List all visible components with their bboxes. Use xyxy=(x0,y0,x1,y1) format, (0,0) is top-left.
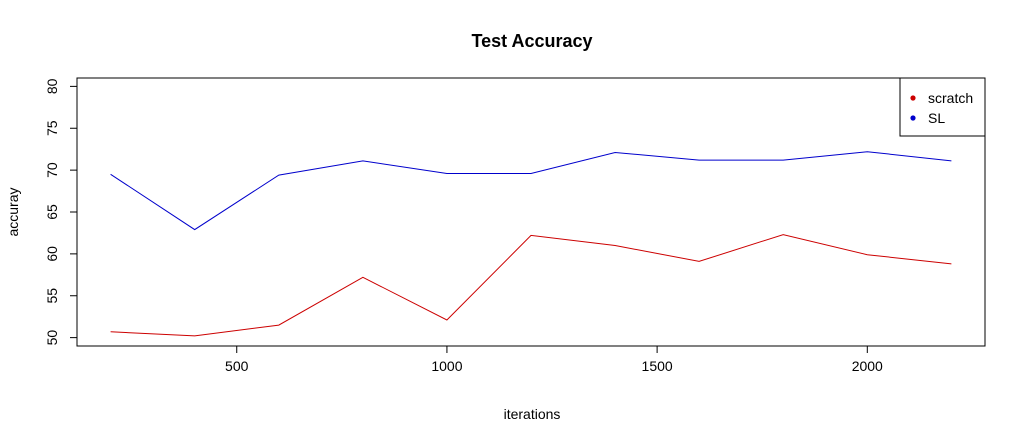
y-tick-label: 55 xyxy=(44,288,60,304)
legend-marker-sl xyxy=(910,115,916,121)
series-line-sl xyxy=(110,151,952,231)
legend: scratch SL xyxy=(899,77,986,137)
legend-label-sl: SL xyxy=(928,110,945,126)
series-line-scratch xyxy=(110,234,952,337)
y-tick-label: 75 xyxy=(44,120,60,136)
legend-label-scratch: scratch xyxy=(928,90,973,106)
y-axis: 50 55 60 65 70 75 80 xyxy=(44,78,77,345)
y-tick-label: 80 xyxy=(44,78,60,94)
y-tick-label: 50 xyxy=(44,330,60,346)
plot-area-frame xyxy=(76,77,986,347)
y-tick-label: 60 xyxy=(44,246,60,262)
legend-box xyxy=(899,77,986,137)
series-layer xyxy=(110,151,952,337)
x-tick-label: 1500 xyxy=(642,358,673,374)
legend-marker-scratch xyxy=(910,95,916,101)
chart-title: Test Accuracy xyxy=(471,31,592,51)
x-axis: 500 1000 1500 2000 xyxy=(225,346,883,374)
x-axis-label: iterations xyxy=(504,406,561,422)
x-tick-label: 2000 xyxy=(852,358,883,374)
y-axis-label: accuray xyxy=(5,187,21,236)
y-tick-label: 70 xyxy=(44,162,60,178)
x-tick-label: 500 xyxy=(225,358,249,374)
x-tick-label: 1000 xyxy=(431,358,462,374)
y-tick-label: 65 xyxy=(44,204,60,220)
